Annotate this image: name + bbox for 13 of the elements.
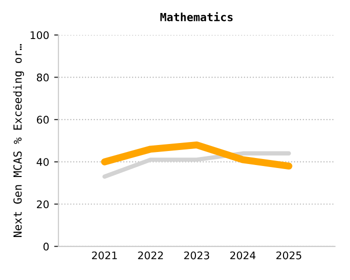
x-tick-label: 2025 xyxy=(276,251,302,260)
x-tick-label: 2023 xyxy=(184,251,210,260)
y-tick-label: 40 xyxy=(36,158,49,166)
x-tick-label: 2022 xyxy=(138,251,163,260)
y-tick-label: 20 xyxy=(36,200,49,208)
y-tick-label: 60 xyxy=(36,116,49,124)
y-tick-label: 80 xyxy=(36,74,49,82)
x-tick-label: 2024 xyxy=(230,251,256,260)
y-tick-label: 100 xyxy=(30,31,49,40)
y-axis-title: Next Gen MCAS % Exceeding or… xyxy=(13,44,24,237)
y-tick-label: 0 xyxy=(43,242,49,251)
x-tick-label: 2021 xyxy=(92,251,117,260)
chart-title: Mathematics xyxy=(160,12,233,22)
